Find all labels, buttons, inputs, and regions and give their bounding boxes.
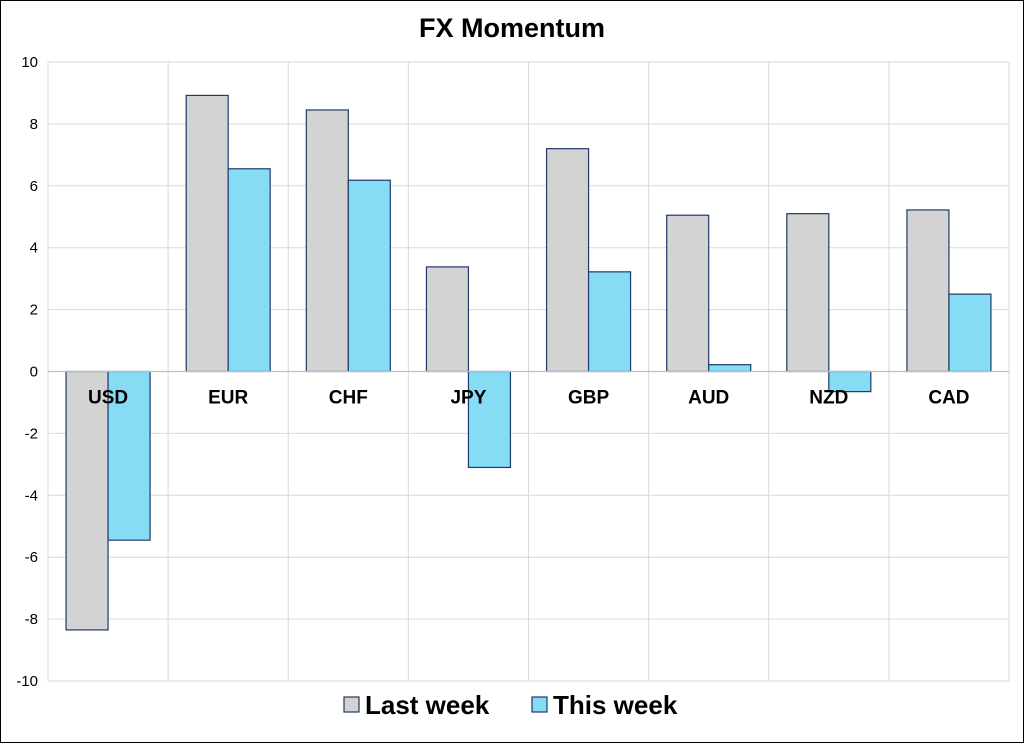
bar-eur-last-week	[185, 94, 229, 373]
category-label-jpy: JPY	[450, 388, 486, 409]
bar-chf-this-week	[347, 179, 391, 373]
category-label-gbp: GBP	[568, 388, 610, 409]
bar-aud-this-week	[708, 364, 752, 373]
legend-label-last-week: Last week	[365, 690, 490, 720]
y-tick-label: 4	[30, 240, 38, 257]
bar-jpy-this-week	[467, 370, 512, 469]
category-labels: USD EUR CHF JPY GBP AUD NZD CAD	[88, 388, 970, 409]
bar-nzd-last-week	[786, 213, 830, 373]
bar-jpy-last-week	[425, 266, 470, 373]
bar-cad-last-week	[906, 209, 950, 373]
y-tick-label: 10	[21, 54, 38, 71]
category-label-usd: USD	[88, 388, 128, 409]
y-tick-label: -6	[25, 549, 38, 566]
bar-usd-last-week	[65, 370, 109, 631]
legend-swatch-this-week	[531, 696, 548, 713]
y-tick-label: -2	[25, 425, 38, 442]
y-tick-label: 6	[30, 178, 38, 195]
y-tick-label: -10	[16, 673, 38, 690]
y-tick-label: -8	[25, 611, 38, 628]
bar-chf-last-week	[305, 109, 349, 373]
chart-title: FX Momentum	[419, 13, 605, 43]
bar-eur-this-week	[227, 168, 271, 373]
category-label-eur: EUR	[208, 388, 248, 409]
bar-aud-last-week	[666, 214, 710, 373]
bar-gbp-this-week	[587, 271, 632, 373]
y-axis-tick-labels: -10 -8 -6 -4 -2 0 2 4 6 8 10	[16, 54, 38, 690]
category-label-aud: AUD	[688, 388, 729, 409]
bar-usd-this-week	[107, 370, 151, 541]
y-tick-label: 2	[30, 302, 38, 319]
bar-gbp-last-week	[545, 148, 590, 373]
category-label-cad: CAD	[928, 388, 969, 409]
legend: Last week This week	[343, 690, 678, 720]
legend-swatch-last-week	[343, 696, 360, 713]
category-label-nzd: NZD	[809, 388, 848, 409]
legend-label-this-week: This week	[553, 690, 678, 720]
y-tick-label: 8	[30, 116, 38, 133]
bars	[65, 94, 992, 631]
y-tick-label: 0	[30, 364, 38, 381]
y-tick-label: -4	[25, 487, 38, 504]
category-label-chf: CHF	[329, 388, 368, 409]
bar-cad-this-week	[948, 293, 992, 373]
